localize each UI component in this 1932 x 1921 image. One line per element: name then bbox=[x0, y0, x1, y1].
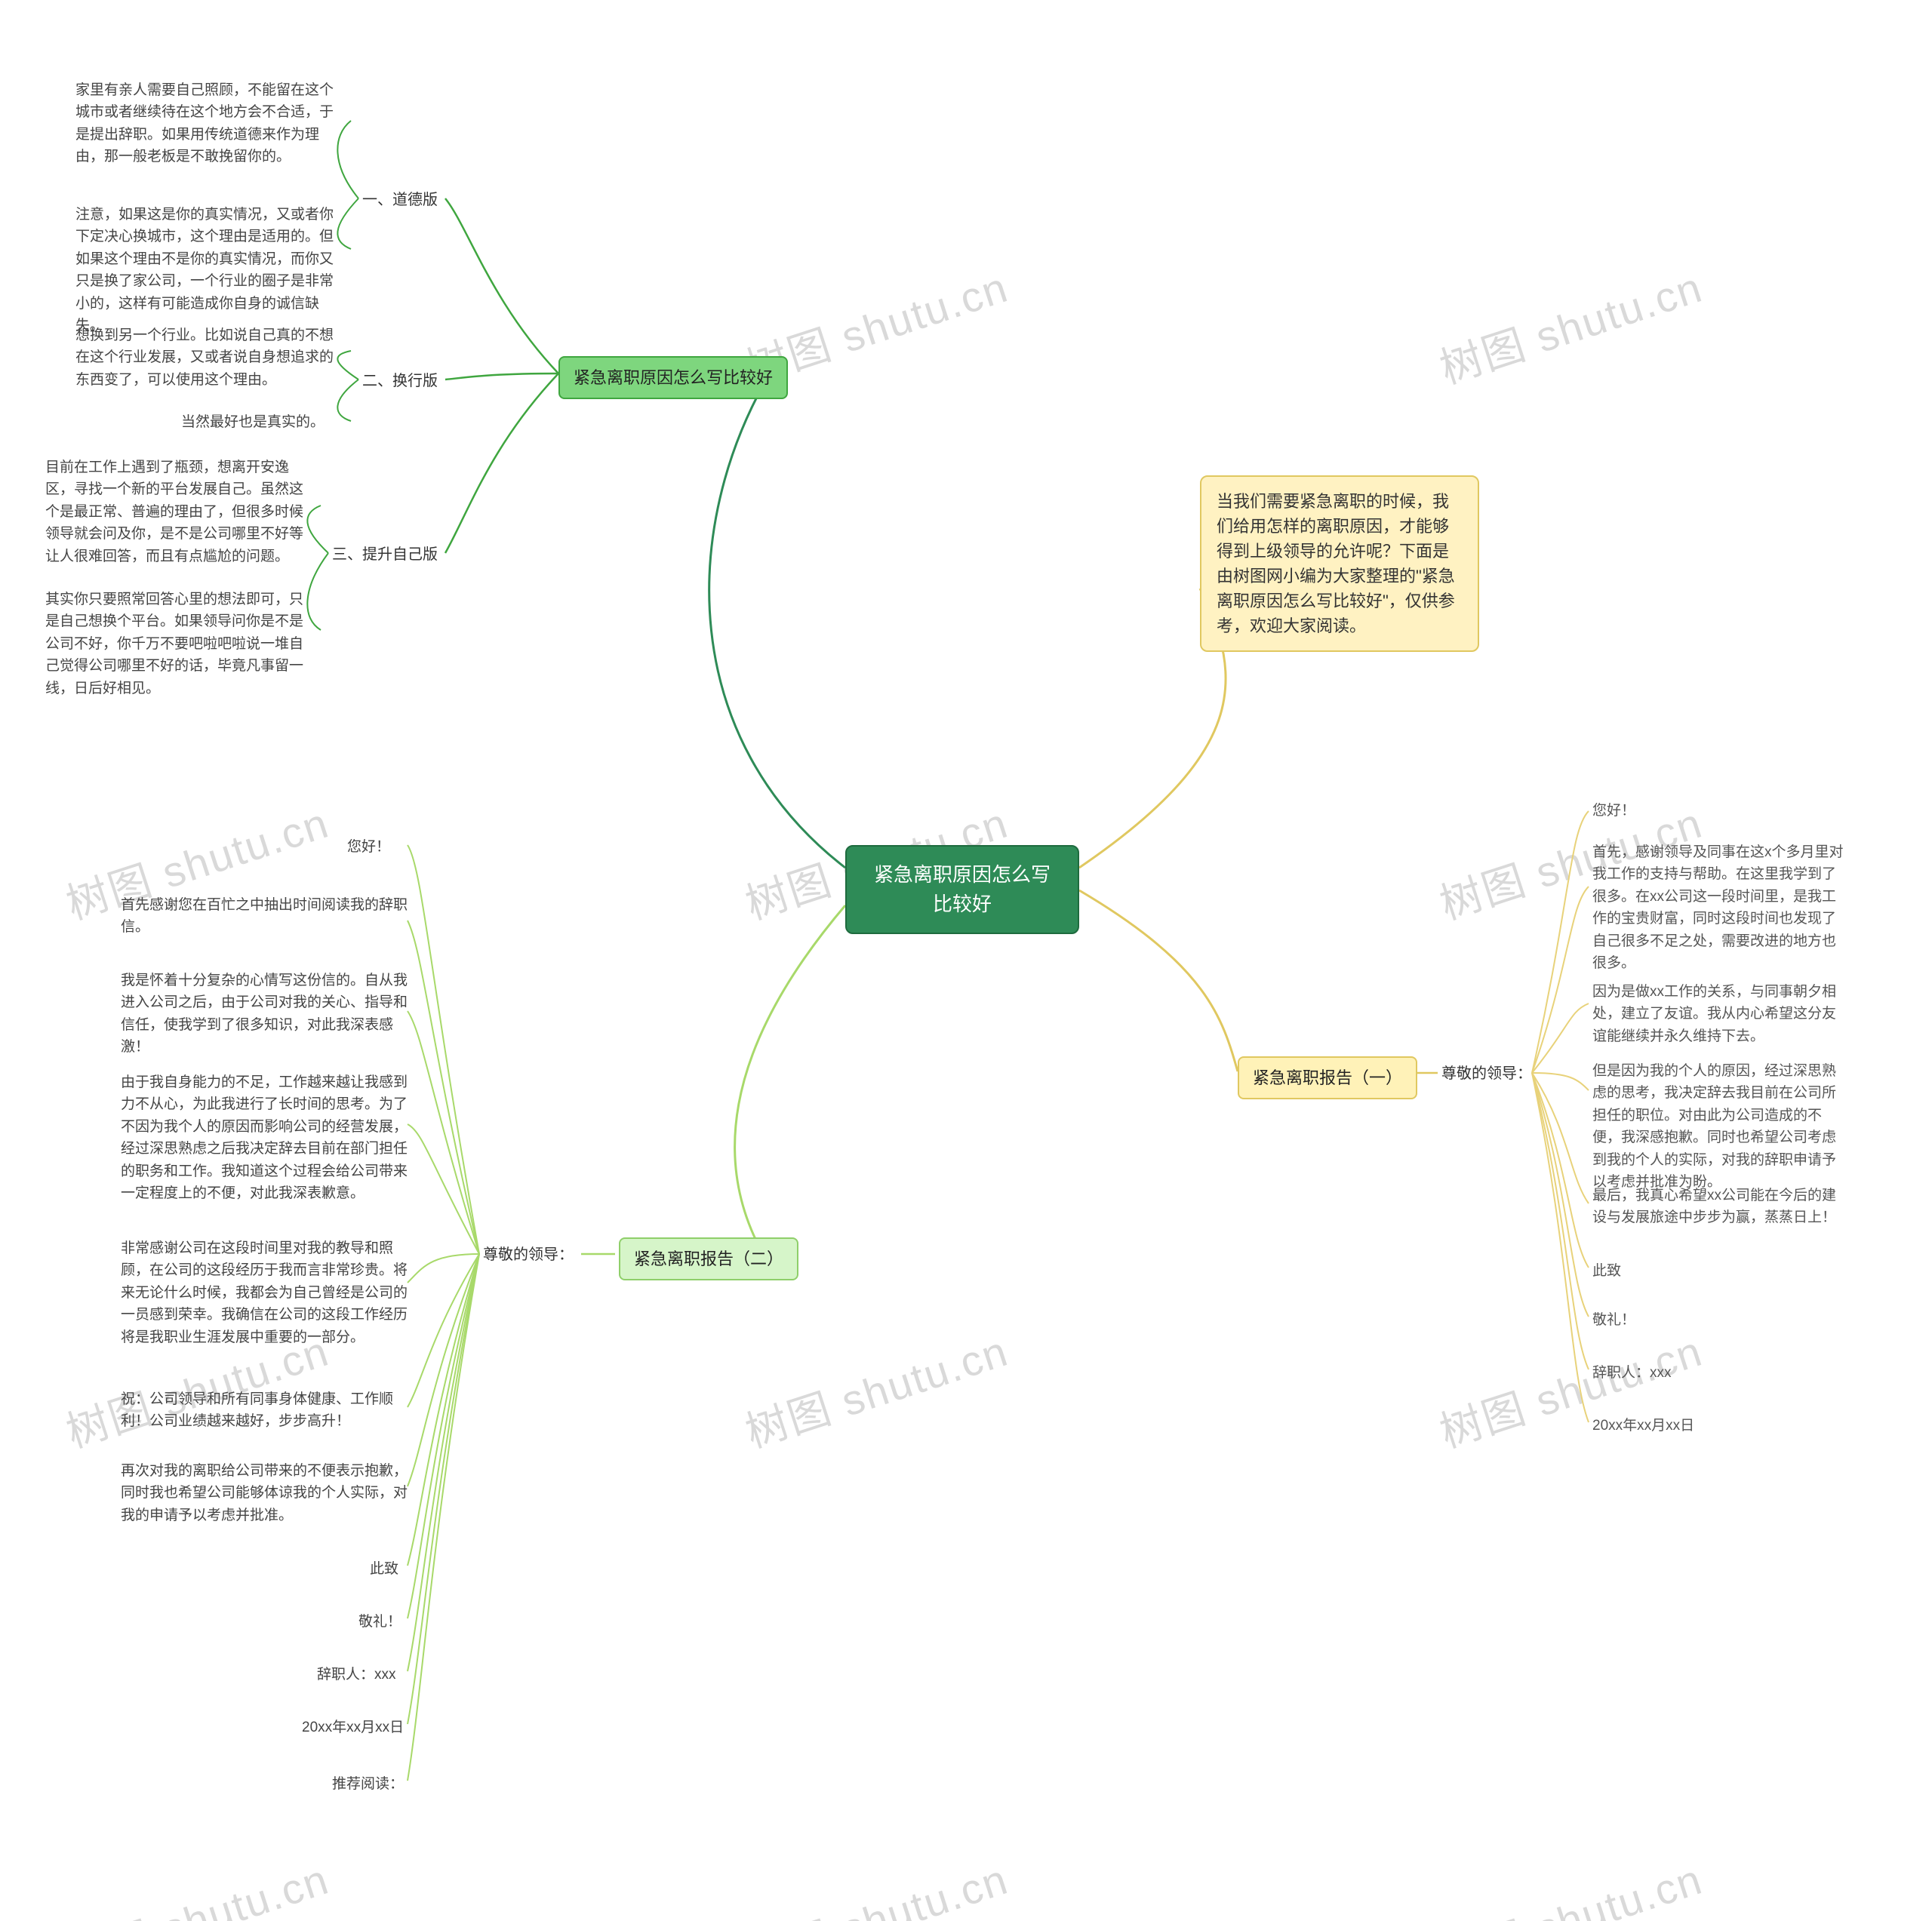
report2-leaf-8: 敬礼！ bbox=[358, 1611, 419, 1633]
howto-a-label: 一、道德版 bbox=[362, 189, 438, 211]
branch-report2: 紧急离职报告（二） bbox=[619, 1237, 798, 1280]
report1-leaf-6: 敬礼！ bbox=[1592, 1309, 1849, 1331]
report1-leaf-8: 20xx年xx月xx日 bbox=[1592, 1415, 1849, 1437]
report2-salutation: 尊敬的领导： bbox=[483, 1243, 574, 1266]
watermark: 树图 shutu.cn bbox=[57, 1846, 336, 1921]
report2-leaf-4: 非常感谢公司在这段时间里对我的教导和照顾，在公司的这段经历于我而言非常珍贵。将来… bbox=[121, 1237, 408, 1348]
howto-a-leaf1: 家里有亲人需要自己照顾，不能留在这个城市或者继续待在这个地方会不合适，于是提出辞… bbox=[75, 79, 347, 168]
howto-c-leaf1: 目前在工作上遇到了瓶颈，想离开安逸区，寻找一个新的平台发展自己。虽然这个是最正常… bbox=[45, 456, 317, 567]
howto-b-leaf1: 想换到另一个行业。比如说自己真的不想在这个行业发展，又或者说自身想追求的东西变了… bbox=[75, 324, 347, 391]
report2-leaf-0: 您好！ bbox=[347, 836, 408, 858]
report2-leaf-6: 再次对我的离职给公司带来的不便表示抱歉，同时我也希望公司能够体谅我的个人实际，对… bbox=[121, 1460, 408, 1526]
report1-leaf-3: 但是因为我的个人的原因，经过深思熟虑的思考，我决定辞去我目前在公司所担任的职位。… bbox=[1592, 1060, 1849, 1194]
report1-leaf-1: 首先，感谢领导及同事在这x个多月里对我工作的支持与帮助。在这里我学到了很多。在x… bbox=[1592, 841, 1849, 975]
watermark: 树图 shutu.cn bbox=[1431, 1317, 1709, 1460]
report1-leaf-2: 因为是做xx工作的关系，与同事朝夕相处，建立了友谊。我从内心希望这分友谊能继续并… bbox=[1592, 981, 1849, 1047]
watermark: 树图 shutu.cn bbox=[737, 1317, 1015, 1460]
report2-leaf-2: 我是怀着十分复杂的心情写这份信的。自从我进入公司之后，由于公司对我的关心、指导和… bbox=[121, 970, 408, 1059]
watermark: 树图 shutu.cn bbox=[1431, 1846, 1709, 1921]
howto-c-label: 三、提升自己版 bbox=[332, 543, 438, 566]
report2-leaf-5: 祝：公司领导和所有同事身体健康、工作顺利！公司业绩越来越好，步步高升！ bbox=[121, 1388, 408, 1433]
branch-report1: 紧急离职报告（一） bbox=[1238, 1056, 1417, 1099]
report1-leaf-7: 辞职人：xxx bbox=[1592, 1362, 1849, 1384]
howto-c-leaf2: 其实你只要照常回答心里的想法即可，只是自己想换个平台。如果领导问你是不是公司不好… bbox=[45, 589, 317, 699]
report1-leaf-0: 您好！ bbox=[1592, 800, 1849, 822]
howto-a-leaf2: 注意，如果这是你的真实情况，又或者你下定决心换城市，这个理由是适用的。但如果这个… bbox=[75, 204, 347, 337]
report1-salutation: 尊敬的领导： bbox=[1441, 1062, 1532, 1085]
central-topic: 紧急离职原因怎么写比较好 bbox=[845, 845, 1079, 934]
report2-leaf-7: 此致 bbox=[370, 1558, 415, 1580]
report2-leaf-10: 20xx年xx月xx日 bbox=[302, 1717, 423, 1738]
branch-howto: 紧急离职原因怎么写比较好 bbox=[558, 356, 788, 399]
intro-note: 当我们需要紧急离职的时候，我们给用怎样的离职原因，才能够得到上级领导的允许呢？下… bbox=[1200, 475, 1479, 652]
report1-leaf-5: 此致 bbox=[1592, 1260, 1849, 1282]
watermark: 树图 shutu.cn bbox=[1431, 254, 1709, 396]
watermark: 树图 shutu.cn bbox=[737, 1846, 1015, 1921]
howto-b-leaf2: 当然最好也是真实的。 bbox=[181, 411, 347, 433]
howto-b-label: 二、换行版 bbox=[362, 370, 438, 392]
report2-leaf-1: 首先感谢您在百忙之中抽出时间阅读我的辞职信。 bbox=[121, 894, 408, 939]
report1-leaf-4: 最后，我真心希望xx公司能在今后的建设与发展旅途中步步为赢，蒸蒸日上！ bbox=[1592, 1185, 1849, 1229]
report2-leaf-11: 推荐阅读： bbox=[332, 1773, 423, 1795]
report2-leaf-3: 由于我自身能力的不足，工作越来越让我感到力不从心，为此我进行了长时间的思考。为了… bbox=[121, 1071, 408, 1205]
report2-leaf-9: 辞职人：xxx bbox=[317, 1664, 423, 1686]
